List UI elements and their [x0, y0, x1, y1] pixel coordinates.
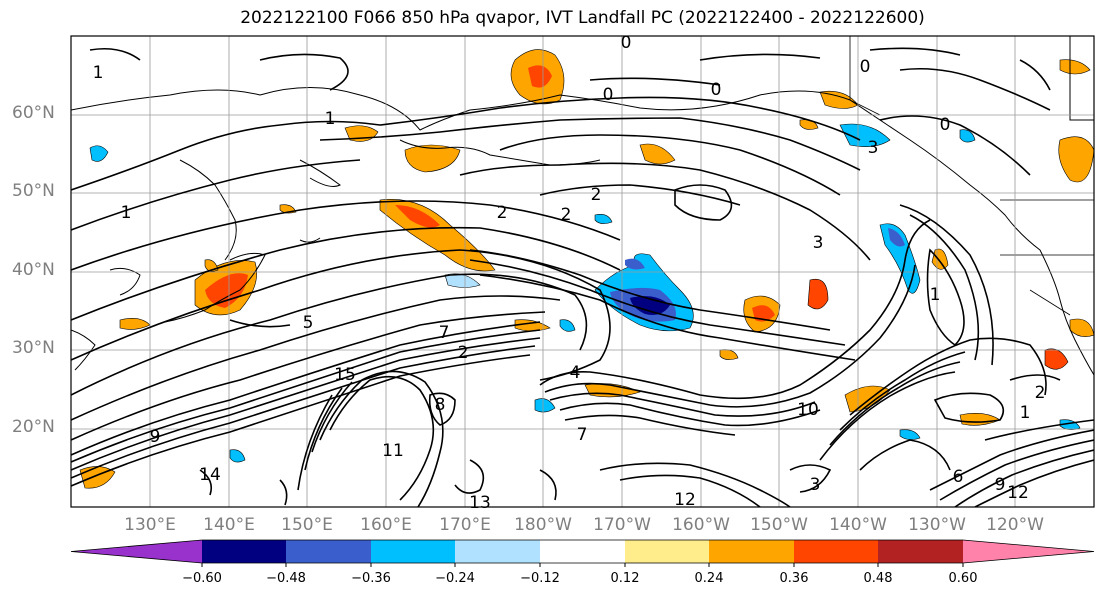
- contour-label: 2: [561, 205, 572, 225]
- contour-labels: 0 0 0 0 0 1 1 1 1 1 2 2 2 2 2 3 3 3 4 5 …: [93, 33, 1046, 513]
- contour-label: 0: [860, 57, 871, 77]
- map-title: 2022122100 F066 850 hPa qvapor, IVT Land…: [240, 8, 925, 28]
- lon-label: 120°W: [986, 515, 1044, 535]
- colorbar-tick-label: −0.24: [435, 571, 475, 586]
- lon-label: 130°E: [124, 515, 176, 535]
- colorbar-tick-label: 0.12: [610, 571, 640, 586]
- lat-label: 40°N: [12, 260, 55, 280]
- contour-label: 7: [577, 425, 588, 445]
- contour-label: 3: [813, 233, 824, 253]
- contour-label: 0: [711, 80, 722, 100]
- lon-label: 170°W: [593, 515, 651, 535]
- colorbar-swatch: [878, 540, 963, 563]
- colorbar-swatch: [286, 540, 371, 563]
- colorbar-swatch: [625, 540, 709, 563]
- contour-label: 1: [930, 285, 941, 305]
- coastlines: [71, 36, 1094, 376]
- lon-label: 170°E: [439, 515, 491, 535]
- borders: [849, 36, 1094, 316]
- contour-label: 12: [674, 490, 696, 510]
- contour-label: 2: [1035, 383, 1046, 403]
- colorbar-tick-label: 0.24: [694, 571, 724, 586]
- contour-label: 5: [303, 313, 314, 333]
- contour-label: 0: [603, 85, 614, 105]
- colorbar-swatch: [455, 540, 540, 563]
- lon-label: 150°E: [281, 515, 333, 535]
- colorbar-tick-label: −0.12: [520, 571, 560, 586]
- contour-label: 3: [810, 475, 821, 495]
- contour-label: 0: [940, 115, 951, 135]
- contour-label: 14: [199, 465, 221, 485]
- lat-label: 60°N: [12, 103, 55, 123]
- colorbar-tick-label: 0.48: [863, 571, 893, 586]
- colorbar-swatch: [371, 540, 455, 563]
- lon-label: 140°W: [829, 515, 887, 535]
- lon-label: 160°E: [360, 515, 412, 535]
- colorbar-tick-label: −0.48: [266, 571, 306, 586]
- contour-label: 1: [121, 203, 132, 223]
- colorbar-extension-low: [71, 540, 202, 563]
- colorbar-tick-label: −0.60: [182, 571, 222, 586]
- contour-label: 1: [1020, 403, 1031, 423]
- contour-label: 10: [797, 400, 819, 420]
- colorbar-swatch: [540, 540, 625, 563]
- lat-label: 30°N: [12, 338, 55, 358]
- colorbar-swatch: [794, 540, 878, 563]
- colorbar-tick-label: −0.36: [351, 571, 391, 586]
- contour-label: 15: [334, 365, 356, 385]
- contour-label: 9: [995, 475, 1006, 495]
- contour-label: 11: [382, 441, 404, 461]
- positive-anomaly-shading: [79, 49, 1094, 489]
- colorbar: [70, 539, 1095, 567]
- colorbar-tick-label: 0.36: [779, 571, 809, 586]
- lon-label: 140°E: [203, 515, 255, 535]
- contour-label: 12: [1007, 483, 1029, 503]
- contour-label: 1: [325, 109, 336, 129]
- lon-label: 150°W: [750, 515, 808, 535]
- map-frame: [70, 35, 1095, 508]
- ivt-contours: [71, 47, 1094, 507]
- contour-label: 7: [439, 323, 450, 343]
- lon-label: 130°W: [908, 515, 966, 535]
- contour-label: 9: [150, 427, 161, 447]
- contour-label: 8: [435, 395, 446, 415]
- contour-label: 3: [868, 138, 879, 158]
- lon-label: 160°W: [672, 515, 730, 535]
- lat-label: 20°N: [12, 417, 55, 437]
- contour-label: 1: [93, 63, 104, 83]
- contour-label: 2: [458, 343, 469, 363]
- contour-label: 6: [953, 467, 964, 487]
- lat-label: 50°N: [12, 181, 55, 201]
- contour-label: 0: [621, 33, 632, 53]
- map-field: [71, 36, 1094, 507]
- contour-label: 4: [570, 363, 581, 383]
- colorbar-swatch: [202, 540, 286, 563]
- colorbar-swatch: [709, 540, 794, 563]
- contour-label: 2: [497, 203, 508, 223]
- contour-label: 2: [591, 185, 602, 205]
- contour-label: 13: [469, 493, 491, 513]
- colorbar-extension-high: [963, 540, 1094, 563]
- lon-label: 180°W: [514, 515, 572, 535]
- colorbar-tick-label: 0.60: [948, 571, 978, 586]
